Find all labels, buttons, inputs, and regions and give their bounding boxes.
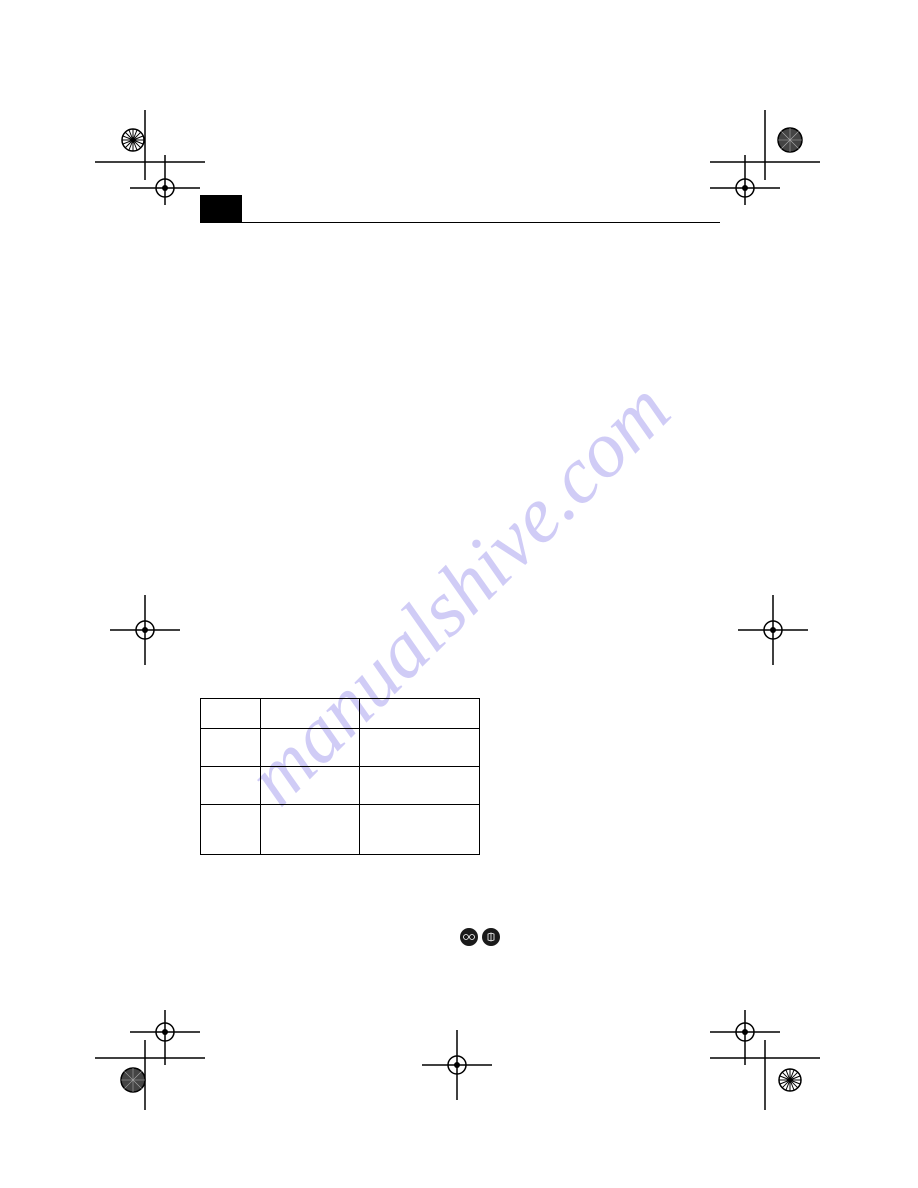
table-cell xyxy=(201,805,261,855)
table-cell xyxy=(260,729,360,767)
table-cell xyxy=(360,699,480,729)
table-cell xyxy=(201,729,261,767)
safety-goggles-icon xyxy=(460,928,478,946)
table-row xyxy=(201,729,480,767)
data-table xyxy=(200,698,480,855)
crop-mark-bottom-center xyxy=(422,1030,492,1100)
icon-row xyxy=(460,928,500,946)
table-cell xyxy=(201,767,261,805)
table-cell xyxy=(360,729,480,767)
crop-mark-mid-left xyxy=(110,595,180,665)
table-row xyxy=(201,767,480,805)
table-cell xyxy=(260,699,360,729)
crop-mark-bottom-left xyxy=(95,1000,205,1110)
table-cell xyxy=(360,767,480,805)
header-rule xyxy=(200,222,720,223)
table-container xyxy=(200,698,720,855)
table-row xyxy=(201,699,480,729)
read-manual-icon xyxy=(482,928,500,946)
header-black-box xyxy=(200,195,242,223)
crop-mark-top-left xyxy=(95,110,205,210)
table-cell xyxy=(260,767,360,805)
page-content xyxy=(200,195,720,855)
table-cell xyxy=(201,699,261,729)
crop-mark-mid-right xyxy=(738,595,808,665)
table-cell xyxy=(360,805,480,855)
table-cell xyxy=(260,805,360,855)
crop-mark-bottom-right xyxy=(700,1000,820,1110)
table-row xyxy=(201,805,480,855)
